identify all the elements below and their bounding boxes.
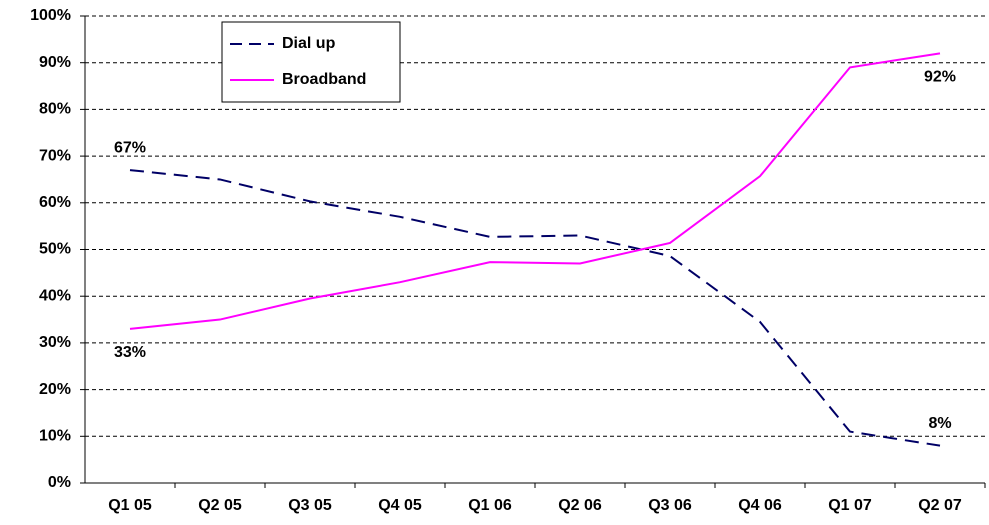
- data-label: 33%: [114, 344, 146, 361]
- y-tick-label: 60%: [39, 194, 71, 211]
- data-label: 8%: [928, 415, 951, 432]
- x-tick-label: Q1 05: [108, 497, 152, 514]
- x-tick-label: Q3 05: [288, 497, 332, 514]
- x-tick-label: Q4 06: [738, 497, 782, 514]
- y-tick-label: 0%: [48, 474, 71, 491]
- data-label: 67%: [114, 139, 146, 156]
- legend-label: Dial up: [282, 35, 336, 52]
- x-tick-label: Q1 07: [828, 497, 872, 514]
- series-line: [129, 169, 941, 447]
- x-tick-label: Q3 06: [648, 497, 692, 514]
- y-tick-label: 30%: [39, 334, 71, 351]
- y-tick-label: 10%: [39, 428, 71, 445]
- legend-box: [221, 21, 401, 103]
- y-tick-label: 70%: [39, 147, 71, 164]
- data-label: 92%: [924, 69, 956, 86]
- x-tick-label: Q2 05: [198, 497, 242, 514]
- x-tick-label: Q1 06: [468, 497, 512, 514]
- y-tick-label: 40%: [39, 287, 71, 304]
- x-tick-label: Q2 07: [918, 497, 962, 514]
- y-tick-label: 20%: [39, 381, 71, 398]
- y-tick-label: 90%: [39, 54, 71, 71]
- y-tick-label: 80%: [39, 101, 71, 118]
- x-tick-label: Q2 06: [558, 497, 602, 514]
- x-tick-label: Q4 05: [378, 497, 422, 514]
- series-line: [129, 52, 941, 330]
- y-tick-label: 50%: [39, 241, 71, 258]
- legend-label: Broadband: [282, 71, 366, 88]
- y-tick-label: 100%: [30, 7, 71, 24]
